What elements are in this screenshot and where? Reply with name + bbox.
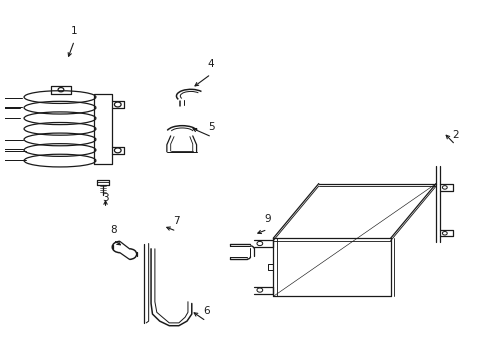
Text: 3: 3 xyxy=(102,193,109,203)
Text: 4: 4 xyxy=(207,59,214,69)
Text: 2: 2 xyxy=(451,130,458,140)
Text: 1: 1 xyxy=(71,26,78,36)
Text: 8: 8 xyxy=(110,225,116,235)
Text: 5: 5 xyxy=(208,122,215,132)
Text: 7: 7 xyxy=(173,216,180,226)
Text: 6: 6 xyxy=(203,306,209,316)
Text: 9: 9 xyxy=(264,215,270,224)
